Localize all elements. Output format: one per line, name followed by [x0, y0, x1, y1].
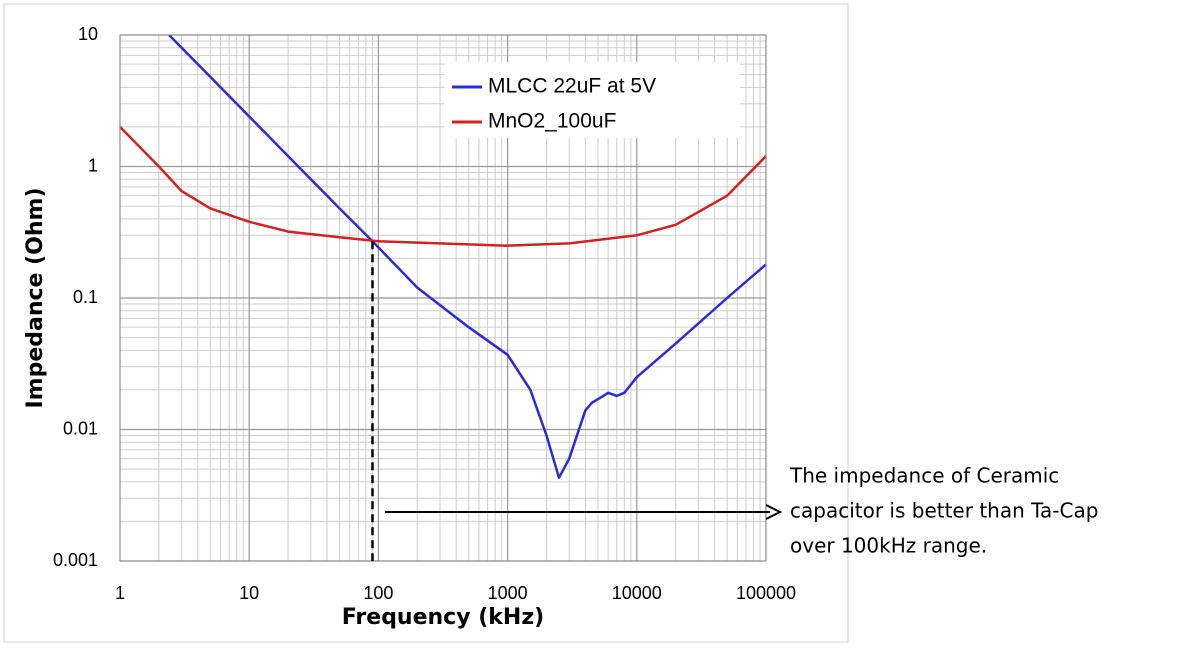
x-tick-label: 100000: [736, 583, 796, 603]
series-line: [168, 34, 767, 479]
x-axis-title: Frequency (kHz): [342, 605, 544, 630]
x-tick-label: 100: [363, 583, 393, 603]
y-tick-label: 10: [78, 24, 98, 44]
legend-label: MLCC 22uF at 5V: [488, 75, 656, 98]
legend-label: MnO2_100uF: [488, 110, 616, 133]
lines: [119, 34, 767, 479]
arrow-head: [765, 504, 783, 520]
y-tick-label: 0.001: [53, 550, 98, 570]
annotation-text: capacitor is better than Ta-Cap: [790, 499, 1098, 523]
legend-box: [445, 62, 740, 138]
y-axis-title: Impedance (Ohm): [23, 187, 48, 408]
annotation-text: The impedance of Ceramic: [789, 464, 1059, 488]
y-tick-label: 0.1: [73, 287, 98, 307]
x-tick-label: 1000: [488, 583, 528, 603]
series-line: [119, 126, 767, 247]
plot-border: [119, 34, 767, 562]
frame: [3, 3, 849, 643]
y-tick-label: 0.01: [63, 418, 98, 438]
x-tick-label: 10: [239, 583, 259, 603]
x-tick-label: 10000: [612, 583, 662, 603]
annotation-text: over 100kHz range.: [790, 534, 987, 558]
x-tick-label: 1: [115, 583, 125, 603]
y-tick-label: 1: [88, 155, 98, 175]
